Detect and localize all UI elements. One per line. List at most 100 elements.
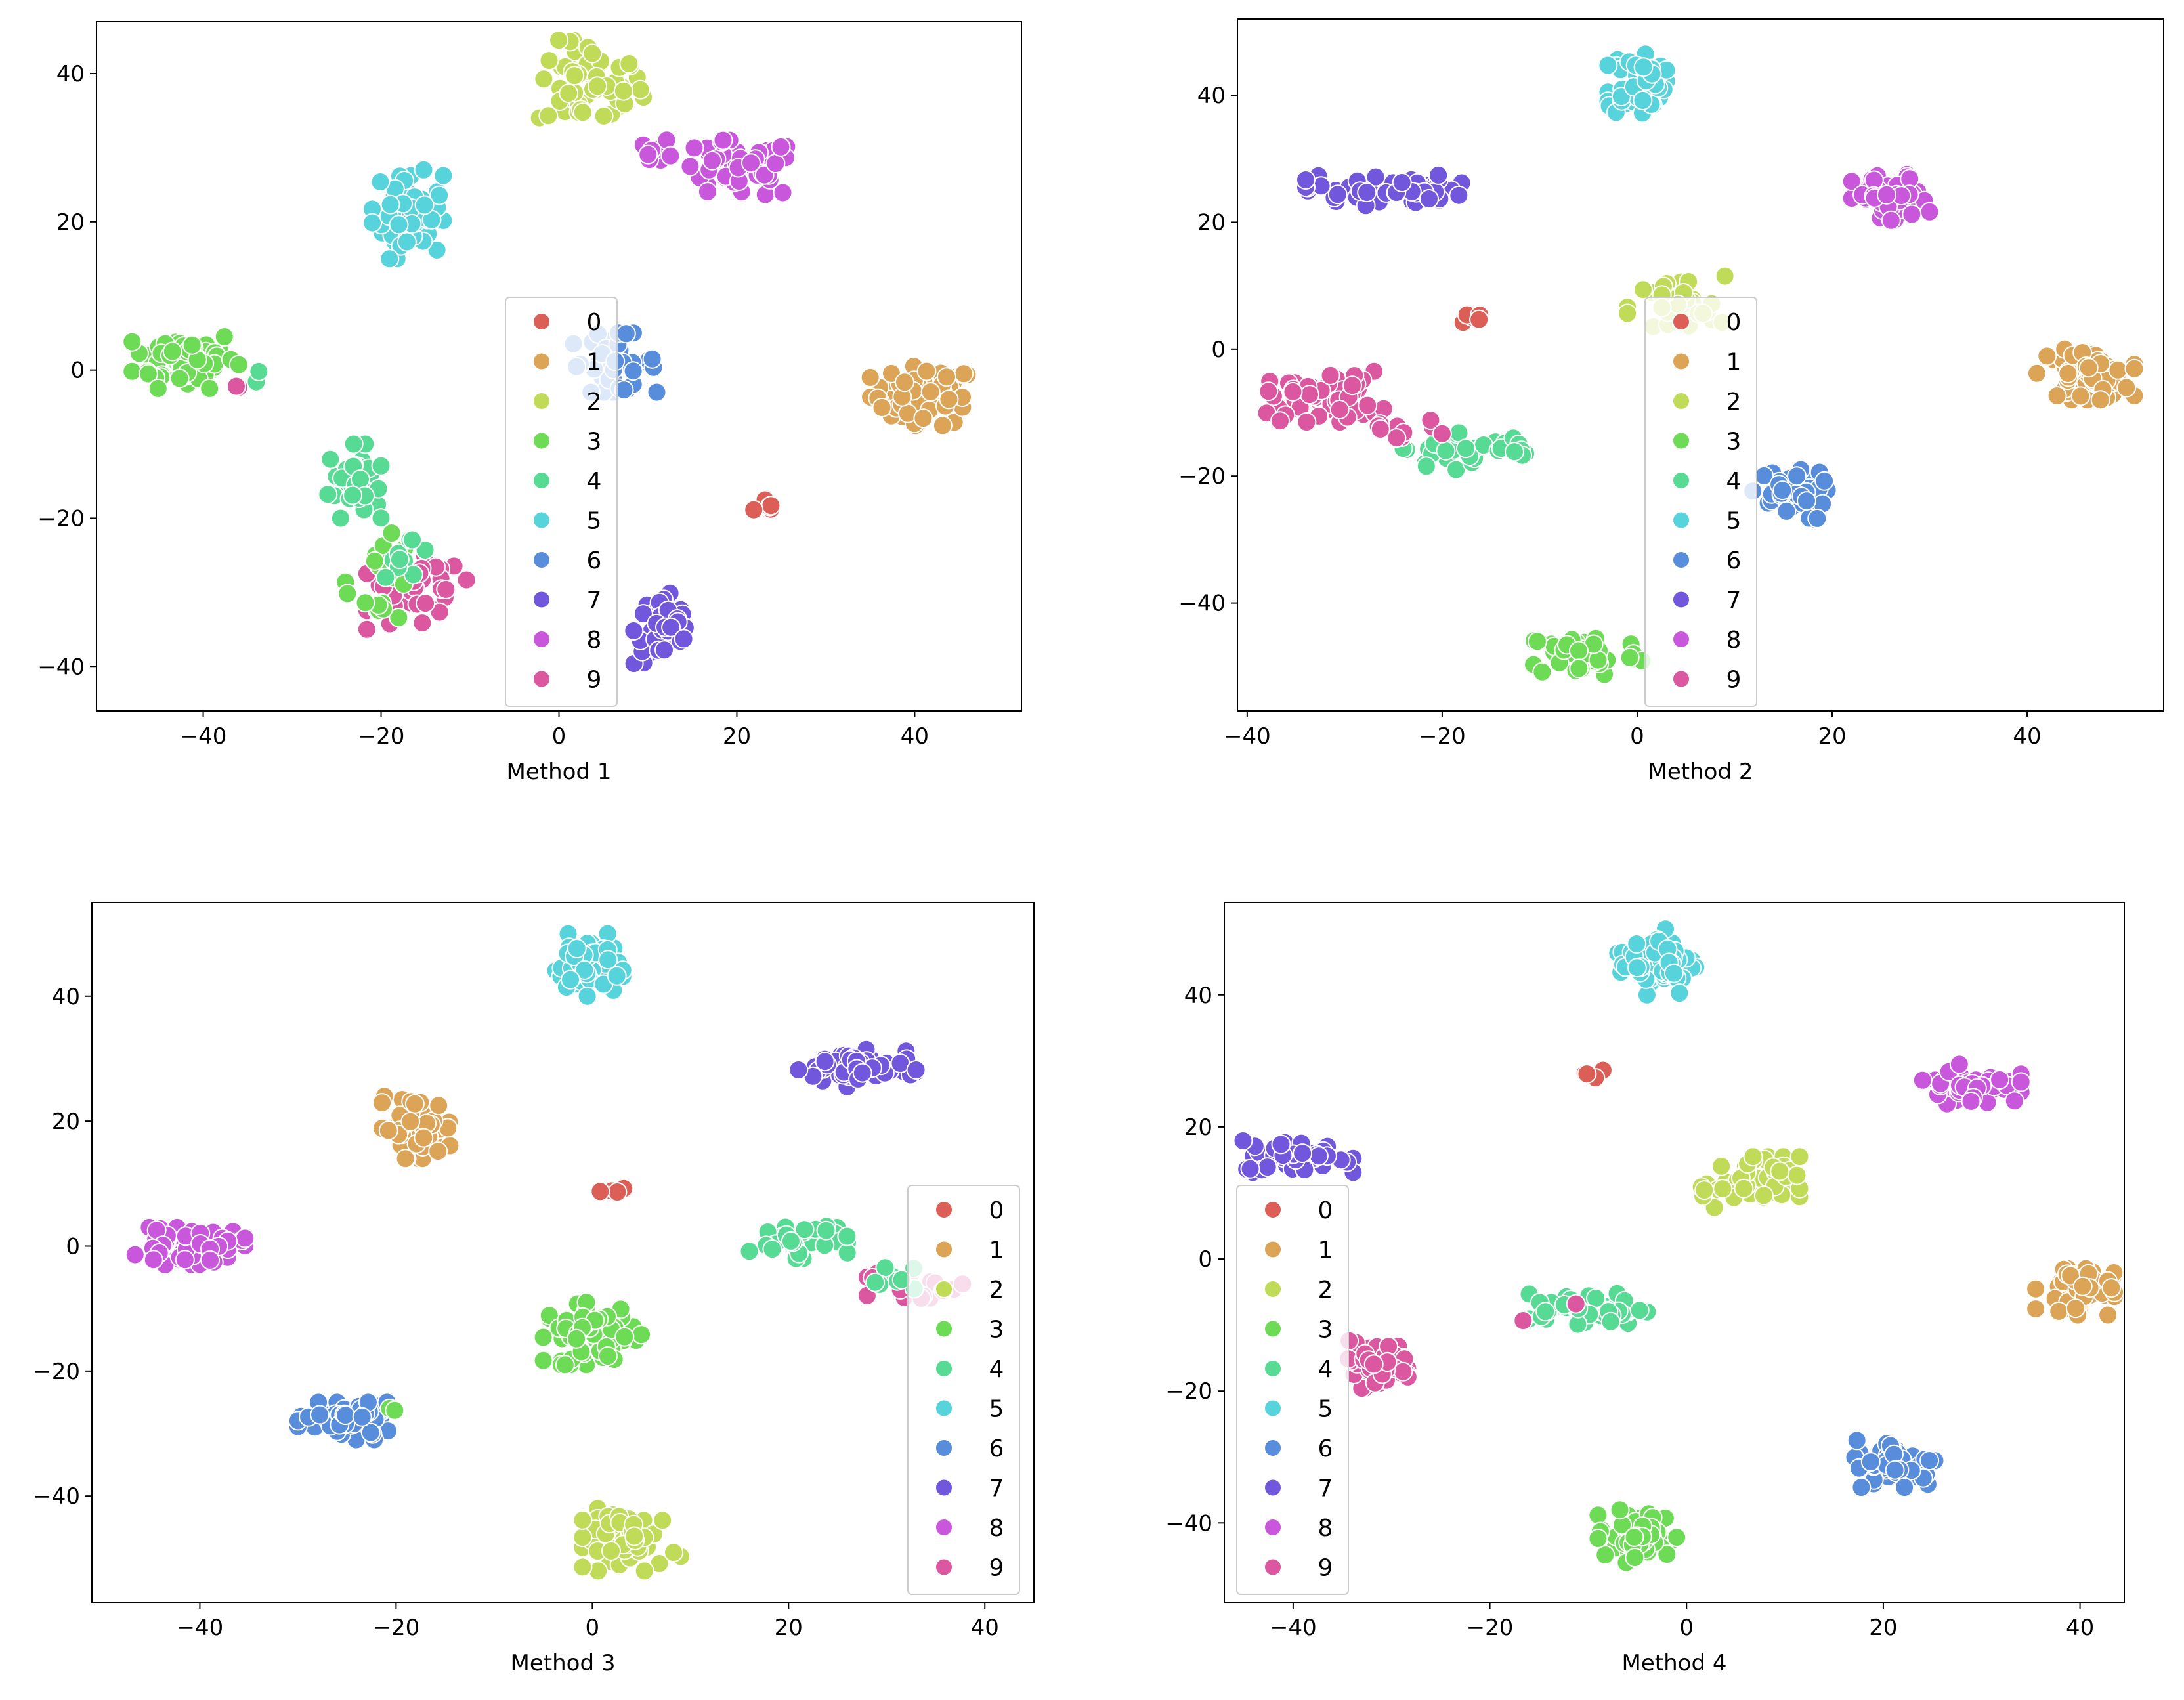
point-class-8	[1902, 204, 1922, 224]
point-class-6	[1776, 501, 1797, 521]
point-class-4	[402, 530, 422, 550]
point-class-1	[2116, 377, 2137, 398]
point-class-1	[860, 367, 880, 387]
point-class-2	[1713, 1179, 1733, 1199]
legend-label-4: 4	[587, 468, 602, 495]
cluster-class-3	[1524, 628, 1652, 685]
point-class-9	[1363, 1354, 1384, 1374]
point-class-3	[1625, 1548, 1645, 1567]
legend-label-2: 2	[587, 389, 602, 415]
cluster-class-9	[226, 376, 249, 397]
point-class-6	[1814, 471, 1835, 491]
legend-marker-1	[1264, 1240, 1282, 1259]
legend-label-3: 3	[587, 429, 602, 456]
legend-marker-5	[935, 1399, 953, 1418]
point-class-1	[2098, 1305, 2118, 1325]
point-class-6	[616, 324, 636, 344]
legend-label-7: 7	[1726, 587, 1742, 614]
point-class-8	[175, 1250, 195, 1270]
legend-marker-4	[1672, 471, 1690, 490]
point-class-9	[1283, 381, 1303, 402]
point-class-4	[375, 567, 396, 587]
legend-marker-2	[1672, 392, 1690, 410]
point-class-7	[1271, 1134, 1291, 1155]
point-class-6	[1895, 1477, 1915, 1497]
point-class-8	[125, 1244, 145, 1265]
legend-label-6: 6	[587, 547, 602, 574]
point-class-1	[2124, 358, 2145, 379]
point-class-8	[713, 130, 733, 150]
cluster-class-0	[590, 1178, 634, 1203]
point-class-5	[414, 159, 434, 180]
x-tick-label: 40	[2013, 723, 2041, 750]
point-class-3	[214, 327, 234, 347]
point-class-2	[582, 43, 603, 64]
point-class-2	[572, 1527, 593, 1548]
cluster-class-5	[1598, 44, 1677, 123]
point-class-3	[355, 593, 375, 613]
point-class-5	[414, 195, 435, 215]
y-tick-label: −40	[1178, 591, 1226, 617]
point-class-8	[741, 153, 761, 173]
point-class-7	[1293, 1143, 1313, 1164]
legend-label-8: 8	[989, 1515, 1004, 1542]
legend: 0 1 2 3 4 5 6 7 8 9	[1236, 1185, 1349, 1595]
point-class-1	[2026, 1279, 2046, 1299]
cluster-class-9	[1566, 1294, 1586, 1314]
legend-label-6: 6	[1726, 547, 1742, 574]
point-class-1	[920, 382, 941, 402]
x-tick-label: −20	[358, 723, 405, 750]
point-class-3	[337, 584, 358, 604]
legend-label-5: 5	[1726, 508, 1742, 535]
y-tick-label: −40	[37, 654, 85, 680]
point-class-6	[1851, 1477, 1872, 1497]
legend-label-7: 7	[989, 1476, 1004, 1502]
y-tick-label: 20	[1184, 1115, 1212, 1141]
point-class-8	[684, 138, 704, 158]
point-class-8	[680, 156, 700, 177]
legend-marker-5	[532, 511, 551, 530]
point-class-1	[2047, 386, 2067, 406]
point-class-3	[533, 1327, 553, 1348]
legend-marker-9	[532, 669, 551, 689]
cluster-class-3	[335, 523, 415, 627]
point-class-5	[577, 986, 597, 1006]
legend-marker-1	[532, 352, 551, 371]
point-class-5	[607, 966, 627, 986]
legend-marker-7	[935, 1478, 953, 1497]
point-class-8	[2011, 1072, 2031, 1092]
cluster-class-2	[572, 1498, 691, 1581]
point-class-2	[1743, 1147, 1763, 1167]
cluster-class-3	[122, 327, 249, 398]
point-class-2	[1633, 280, 1653, 300]
point-class-0	[744, 499, 764, 520]
legend-marker-8	[1672, 630, 1690, 648]
point-class-9	[436, 579, 456, 599]
y-tick-label: 40	[52, 984, 80, 1010]
legend: 0 1 2 3 4 5 6 7 8 9	[907, 1185, 1020, 1595]
legend-marker-5	[1264, 1399, 1282, 1418]
point-class-9	[226, 376, 246, 396]
cluster-class-4	[1503, 428, 1536, 465]
cluster-class-1	[2026, 1258, 2124, 1325]
legend-label-4: 4	[1318, 1356, 1333, 1383]
point-class-2	[1789, 1147, 1810, 1167]
point-class-2	[630, 79, 651, 100]
y-tick-label: 0	[66, 1233, 80, 1260]
x-tick-label: 0	[586, 1615, 600, 1641]
point-class-3	[138, 364, 158, 384]
point-class-3	[364, 551, 385, 571]
cluster-class-8	[680, 130, 797, 205]
cluster-class-4	[375, 530, 435, 587]
axes-frame	[91, 902, 1035, 1603]
scatter-points	[122, 30, 977, 673]
point-class-2	[559, 83, 579, 104]
x-tick-label: 40	[901, 723, 929, 750]
point-class-0	[1577, 1064, 1597, 1084]
cluster-class-0	[1453, 305, 1490, 333]
point-class-2	[565, 66, 585, 86]
y-tick-label: −20	[1165, 1378, 1212, 1405]
legend-label-8: 8	[1726, 627, 1742, 654]
cluster-class-2	[529, 30, 654, 128]
point-class-7	[1449, 185, 1469, 205]
